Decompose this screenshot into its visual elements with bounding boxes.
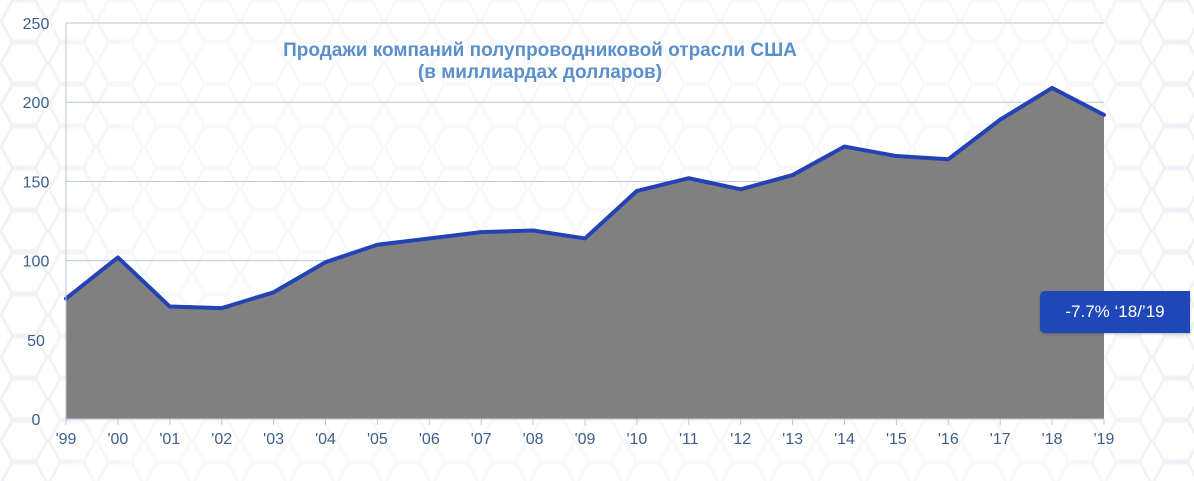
series-line [64, 85, 1106, 311]
x-axis: '99 '00 '01 '02 '03 '04 '05 '06 '07 '08 '09 '10 '11 '… [56, 418, 1115, 448]
x-tick-label: '03 [263, 431, 284, 448]
x-tick-label: '01 [159, 431, 180, 448]
x-tick-label: '13 [782, 431, 803, 448]
area-fill [66, 87, 1104, 419]
x-tick-label: '02 [211, 431, 232, 448]
x-tick-label: '18 [1042, 431, 1063, 448]
x-tick-label: '17 [990, 431, 1011, 448]
x-tick-label: '09 [575, 431, 596, 448]
x-tick-label: '08 [523, 431, 544, 448]
chart-area-group [64, 85, 1106, 419]
x-tick-label: '99 [56, 431, 77, 448]
x-tick-label: '05 [367, 431, 388, 448]
x-tick-label: '11 [679, 431, 699, 448]
y-tick-label: 250 [23, 16, 50, 33]
y-tick-label: 200 [23, 95, 50, 112]
x-tick-label: '04 [315, 431, 336, 448]
chart-subtitle: (в миллиардах долларов) [417, 62, 663, 83]
y-tick-label: 0 [32, 412, 41, 429]
chart-title: Продажи компаний полупроводниковой отрас… [283, 40, 797, 61]
x-tick-label: '06 [419, 431, 440, 448]
change-annotation-badge: -7.7% ‘18/’19 [1040, 291, 1190, 333]
x-tick-label: '16 [938, 431, 959, 448]
y-tick-label: 50 [27, 333, 45, 350]
x-tick-label: '10 [626, 431, 647, 448]
x-tick-label: '12 [730, 431, 751, 448]
x-tick-label: '14 [834, 431, 855, 448]
y-tick-label: 100 [23, 254, 50, 271]
y-axis: 0 50 100 150 200 250 [23, 16, 67, 429]
y-tick-label: 150 [23, 174, 50, 191]
x-tick-label: '19 [1094, 431, 1115, 448]
x-tick-label: '07 [471, 431, 492, 448]
x-tick-label: '15 [886, 431, 907, 448]
x-tick-label: '00 [107, 431, 128, 448]
